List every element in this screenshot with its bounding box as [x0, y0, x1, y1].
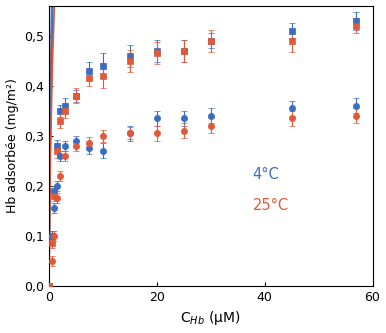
Text: 4°C: 4°C: [253, 167, 279, 182]
Y-axis label: Hb adsorbée (mg/m²): Hb adsorbée (mg/m²): [5, 78, 19, 213]
X-axis label: C$_{Hb}$ (μM): C$_{Hb}$ (μM): [181, 309, 241, 327]
Text: 25°C: 25°C: [253, 198, 289, 213]
